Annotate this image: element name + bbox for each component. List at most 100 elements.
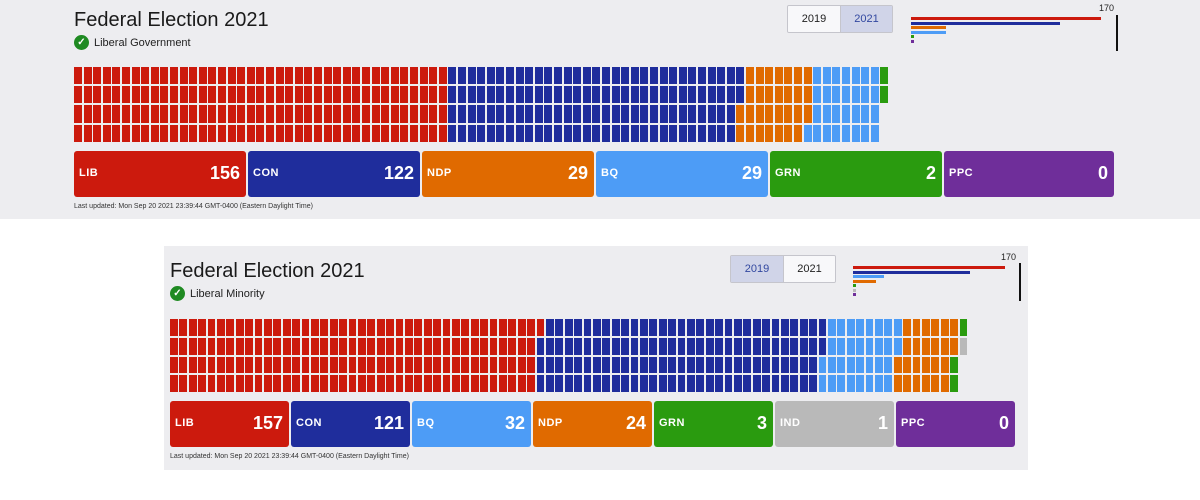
party-box-grn[interactable]: GRN 2 [770, 151, 942, 197]
year-button-2021[interactable]: 2021 [783, 256, 835, 282]
seat-cell-con [573, 105, 582, 123]
seat-cell-con [592, 105, 601, 123]
seat-cell-con [602, 319, 611, 336]
seat-cell-lib [429, 124, 438, 142]
party-seat-count: 121 [373, 413, 404, 433]
party-box-bq[interactable]: BQ 29 [596, 151, 768, 197]
seat-cell-ndp [794, 86, 803, 104]
seat-cell-con [592, 124, 601, 142]
seat-cell-lib [207, 375, 216, 393]
seat-cell-con [593, 356, 601, 374]
seat-cell-con [477, 124, 486, 142]
seat-cell-ndp [940, 375, 949, 393]
seat-cell-bq [893, 319, 902, 336]
year-button-2021[interactable]: 2021 [840, 6, 892, 32]
seat-cell-con [621, 319, 630, 336]
seat-cell-con [621, 356, 630, 374]
seat-cell-con [658, 356, 667, 374]
year-button-2019[interactable]: 2019 [731, 256, 783, 282]
seat-cell-ndp [940, 356, 949, 374]
seat-cell-lib [452, 356, 460, 374]
seat-cell-lib [527, 337, 536, 355]
seat-cell-con [534, 124, 543, 142]
seat-cell-con [448, 124, 457, 142]
seat-cell-con [771, 375, 780, 393]
seat-cell-ndp [893, 356, 902, 374]
seat-cell-lib [461, 375, 470, 393]
seat-cell-lib [333, 105, 342, 123]
seat-cell-bq [865, 375, 874, 393]
seat-cell-con [506, 67, 515, 85]
party-box-bq[interactable]: BQ 32 [412, 401, 531, 447]
seat-cell-con [563, 67, 572, 85]
seat-cell-lib [329, 319, 338, 336]
party-box-ind[interactable]: IND 1 [775, 401, 894, 447]
seat-cell-lib [339, 356, 348, 374]
party-box-lib[interactable]: LIB 157 [170, 401, 289, 447]
seat-cell-con [707, 105, 716, 123]
seat-cell-lib [150, 124, 159, 142]
seat-cell-bq [875, 319, 883, 336]
seat-cell-bq [813, 67, 822, 85]
seat-cell-con [726, 124, 735, 142]
seat-cell-lib [198, 124, 207, 142]
seat-cell-bq [832, 124, 841, 142]
seat-cell-lib [246, 124, 255, 142]
seat-cell-lib [400, 124, 409, 142]
majority-line [1116, 15, 1118, 51]
widget-title: Federal Election 2021 [170, 260, 365, 282]
seat-cell-con [781, 375, 789, 393]
seat-cell-con [688, 124, 697, 142]
seat-cell-con [574, 337, 583, 355]
seat-cell-lib [489, 337, 498, 355]
seat-cell-lib [362, 105, 371, 123]
seat-cell-lib [508, 375, 517, 393]
seat-cell-bq [846, 356, 855, 374]
party-box-ppc[interactable]: PPC 0 [896, 401, 1015, 447]
seat-cell-lib [254, 337, 263, 355]
seat-cell-lib [301, 375, 310, 393]
seat-cell-con [477, 105, 486, 123]
seat-cell-con [790, 337, 799, 355]
seat-cell-lib [179, 337, 188, 355]
seat-cell-con [611, 67, 620, 85]
seat-cell-con [582, 124, 591, 142]
seat-cell-bq [828, 337, 836, 355]
seat-cell-con [574, 319, 583, 336]
seat-cell-con [724, 319, 733, 336]
seat-cell-lib [352, 67, 361, 85]
party-box-lib[interactable]: LIB 156 [74, 151, 246, 197]
party-seat-count: 0 [998, 413, 1009, 433]
party-box-con[interactable]: CON 122 [248, 151, 420, 197]
seat-cell-con [611, 319, 620, 336]
seat-bar-mini-chart: 170 [853, 252, 1023, 304]
seat-cell-lib [410, 67, 419, 85]
seat-cell-con [621, 124, 630, 142]
seat-cell-lib [329, 375, 338, 393]
seat-cell-lib [419, 86, 428, 104]
year-button-2019[interactable]: 2019 [788, 6, 840, 32]
party-box-ndp[interactable]: NDP 24 [533, 401, 652, 447]
seat-cell-lib [442, 319, 451, 336]
seat-cell-lib [376, 375, 385, 393]
seat-cell-con [546, 375, 554, 393]
party-box-ppc[interactable]: PPC 0 [944, 151, 1114, 197]
seat-cell-bq [856, 319, 865, 336]
seat-cell-lib [429, 67, 438, 85]
seat-cell-ndp [794, 105, 803, 123]
seat-cell-lib [386, 337, 395, 355]
seat-cell-con [715, 319, 724, 336]
seat-cell-lib [218, 86, 227, 104]
seat-cell-lib [395, 319, 404, 336]
party-box-con[interactable]: CON 121 [291, 401, 410, 447]
seat-cell-con [534, 86, 543, 104]
party-box-grn[interactable]: GRN 3 [654, 401, 773, 447]
seat-cell-bq [884, 356, 893, 374]
seat-cell-lib [141, 67, 150, 85]
seat-cell-lib [227, 67, 236, 85]
seat-cell-bq [822, 105, 831, 123]
party-box-ndp[interactable]: NDP 29 [422, 151, 594, 197]
seat-cell-lib [245, 337, 254, 355]
seat-cell-con [593, 337, 601, 355]
seat-cell-lib [285, 105, 294, 123]
